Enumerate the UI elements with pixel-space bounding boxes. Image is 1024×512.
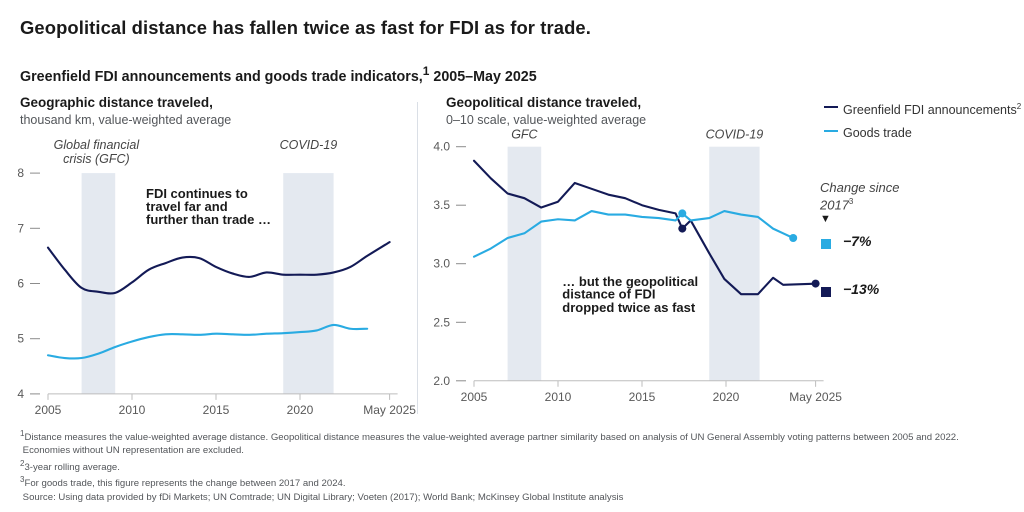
svg-text:2020: 2020 bbox=[713, 390, 740, 404]
svg-text:4.0: 4.0 bbox=[433, 140, 450, 154]
svg-text:further than trade …: further than trade … bbox=[146, 212, 271, 227]
svg-text:2015: 2015 bbox=[203, 403, 230, 417]
svg-text:2020: 2020 bbox=[287, 403, 314, 417]
svg-text:COVID-19: COVID-19 bbox=[706, 128, 764, 142]
svg-text:Global financial: Global financial bbox=[54, 138, 141, 152]
svg-text:GFC: GFC bbox=[511, 128, 538, 142]
svg-text:crisis (GFC): crisis (GFC) bbox=[63, 152, 130, 166]
svg-text:7: 7 bbox=[17, 221, 24, 235]
svg-text:3.5: 3.5 bbox=[433, 198, 450, 212]
svg-text:3.0: 3.0 bbox=[433, 257, 450, 271]
svg-text:4: 4 bbox=[17, 387, 24, 401]
svg-text:COVID-19: COVID-19 bbox=[280, 138, 338, 152]
svg-text:May 2025: May 2025 bbox=[789, 390, 842, 404]
svg-text:5: 5 bbox=[17, 332, 24, 346]
svg-text:2005: 2005 bbox=[461, 390, 488, 404]
svg-text:2010: 2010 bbox=[545, 390, 572, 404]
svg-text:2010: 2010 bbox=[119, 403, 146, 417]
svg-text:2.0: 2.0 bbox=[433, 374, 450, 388]
svg-text:2015: 2015 bbox=[629, 390, 656, 404]
svg-text:dropped twice as fast: dropped twice as fast bbox=[562, 300, 696, 315]
svg-text:6: 6 bbox=[17, 277, 24, 291]
svg-text:May 2025: May 2025 bbox=[363, 403, 416, 417]
svg-text:2.5: 2.5 bbox=[433, 315, 450, 329]
svg-text:2005: 2005 bbox=[35, 403, 62, 417]
svg-text:8: 8 bbox=[17, 166, 24, 180]
